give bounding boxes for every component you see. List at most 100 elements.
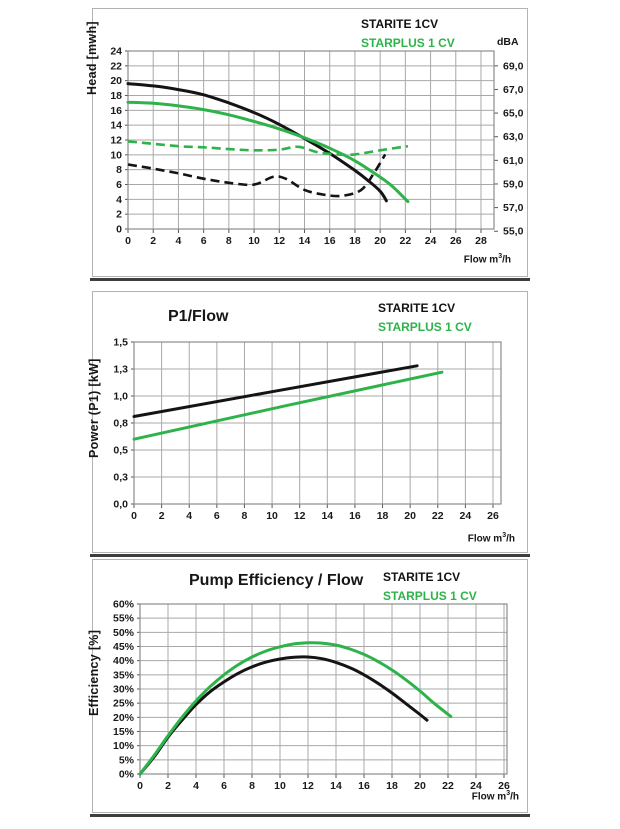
legend-starplus-label: STARPLUS 1 CV <box>378 320 472 334</box>
y-tick-label: 10 <box>110 149 122 161</box>
starite-1cv-dba-curve <box>127 153 387 198</box>
x-tick-label: 12 <box>273 235 285 247</box>
legend: STARITE 1CV STARPLUS 1 CV <box>361 15 455 53</box>
x-tick-label: 22 <box>400 235 412 247</box>
x-tick-label: 14 <box>321 510 333 522</box>
plot-border <box>139 603 508 775</box>
y-tick-label: 0,5 <box>113 445 128 457</box>
x-tick-label: 8 <box>226 235 232 247</box>
x-tick-label: 14 <box>330 780 342 792</box>
x-tick-label: 8 <box>242 510 248 522</box>
x-tick-label: 10 <box>266 510 278 522</box>
efficiency-axis-label: Efficiency [%] <box>87 629 101 716</box>
y-tick-label: 0,0 <box>113 499 128 511</box>
x-tick-label: 20 <box>374 235 386 247</box>
flow-label-sup: 3 <box>502 532 507 539</box>
x-tick-label: 10 <box>274 780 286 792</box>
x-tick-label: 28 <box>475 235 487 247</box>
x-tick-label: 20 <box>404 510 416 522</box>
y-tick-label: 0,3 <box>113 472 128 484</box>
starplus-1-cv-power-curve <box>132 370 444 441</box>
y-tick-label: 16 <box>110 105 122 117</box>
legend-starplus-label: STARPLUS 1 CV <box>383 589 477 603</box>
head-flow-chart-panel: 0 2 4 6 8 10 12 14 16 18 20 22 24 26 28 0 2 4 6 8 10 12 14 16 18… <box>85 8 530 281</box>
x-tick-label: 18 <box>349 235 361 247</box>
legend-starplus-label: STARPLUS 1 CV <box>361 36 455 50</box>
efficiency-flow-chart-panel: 0 2 4 6 8 10 12 14 16 18 20 22 24 26 0% 5% 10% 15% 20% 25% 3… <box>87 559 530 817</box>
x-tick-label: 18 <box>386 780 398 792</box>
dba-tick-label: 69,0 <box>503 60 524 72</box>
plot-border <box>133 341 502 505</box>
y-tick-label: 25% <box>113 698 135 710</box>
x-tick-label: 16 <box>349 510 361 522</box>
flow-axis-label: Flow m3/h <box>472 790 519 802</box>
y-tick-label: 1,5 <box>113 337 128 349</box>
y-tick-label: 8 <box>116 164 122 176</box>
x-tick-label: 0 <box>131 510 137 522</box>
x-tick-label: 20 <box>414 780 426 792</box>
dba-tick-label: 65,0 <box>503 108 524 120</box>
y-tick-label: 1,3 <box>113 364 128 376</box>
x-tick-label: 24 <box>470 780 482 792</box>
y-tick-label: 1,0 <box>113 391 128 403</box>
x-tick-label: 0 <box>125 235 131 247</box>
x-tick-label: 8 <box>249 780 255 792</box>
power-axis-label: Power (P1) [kW] <box>87 358 101 458</box>
x-tick-label: 16 <box>324 235 336 247</box>
x-tick-label: 26 <box>450 235 462 247</box>
head-flow-chart-canvas: 0 2 4 6 8 10 12 14 16 18 20 22 24 26 28024681012141618… <box>110 46 524 248</box>
x-tick-label: 14 <box>299 235 311 247</box>
power-flow-chart-canvas: 0 2 4 6 8 10 12 14 16 18 20 22 24 260,00,30,50,81,01,… <box>113 337 502 522</box>
y-tick-label: 22 <box>110 60 122 72</box>
dba-tick-label: 59,0 <box>503 178 524 190</box>
dba-tick-label: 57,0 <box>503 202 524 214</box>
y-tick-label: 50% <box>113 627 135 639</box>
y-tick-label: 45% <box>113 641 135 653</box>
x-tick-label: 4 <box>186 510 192 522</box>
plot-border <box>127 50 495 230</box>
y-tick-label: 2 <box>116 209 122 221</box>
x-tick-label: 26 <box>498 780 510 792</box>
flow-label-prefix: Flow m <box>471 791 507 803</box>
flow-label-suffix: /h <box>506 533 515 545</box>
efficiency-flow-chart-canvas: 0 2 4 6 8 10 12 14 16 18 20 22 24 260%5%10%15%20%25%3… <box>113 599 510 793</box>
x-tick-label: 4 <box>193 780 199 792</box>
flow-label-suffix: /h <box>502 254 511 266</box>
starplus-1-cv-head-curve <box>126 100 410 204</box>
flow-label-sup: 3 <box>498 253 503 260</box>
y-tick-label: 12 <box>110 135 122 147</box>
y-tick-label: 0,8 <box>113 418 128 430</box>
x-tick-label: 2 <box>165 780 171 792</box>
y-tick-label: 20 <box>110 75 122 87</box>
y-tick-label: 40% <box>113 655 135 667</box>
legend: STARITE 1CV STARPLUS 1 CV <box>378 299 472 337</box>
x-tick-label: 6 <box>221 780 227 792</box>
y-tick-label: 0 <box>116 224 122 236</box>
x-tick-label: 24 <box>425 235 437 247</box>
dba-tick-label: 55,0 <box>503 226 524 238</box>
y-tick-label: 4 <box>116 194 122 206</box>
y-tick-label: 15% <box>113 726 135 738</box>
legend: STARITE 1CV STARPLUS 1 CV <box>383 568 477 606</box>
starite-1cv-efficiency-curve <box>138 655 429 776</box>
y-tick-label: 60% <box>113 599 135 611</box>
x-tick-label: 0 <box>137 780 143 792</box>
y-tick-label: 20% <box>113 712 135 724</box>
y-tick-label: 5% <box>119 754 135 766</box>
x-tick-label: 4 <box>176 235 182 247</box>
x-tick-label: 26 <box>487 510 499 522</box>
x-tick-label: 6 <box>214 510 220 522</box>
dba-axis-label: dBA <box>497 36 519 48</box>
starplus-1-cv-dba-curve <box>127 140 409 157</box>
y-tick-label: 24 <box>110 46 122 58</box>
efficiency-chart-title: Pump Efficiency / Flow <box>189 572 364 589</box>
x-tick-label: 18 <box>377 510 389 522</box>
flow-label-prefix: Flow m <box>467 533 503 545</box>
y-tick-label: 14 <box>110 120 122 132</box>
legend-starite-label: STARITE 1CV <box>378 301 456 315</box>
x-tick-label: 2 <box>150 235 156 247</box>
dba-tick-label: 63,0 <box>503 131 524 143</box>
x-tick-label: 2 <box>159 510 165 522</box>
y-tick-label: 6 <box>116 179 122 191</box>
